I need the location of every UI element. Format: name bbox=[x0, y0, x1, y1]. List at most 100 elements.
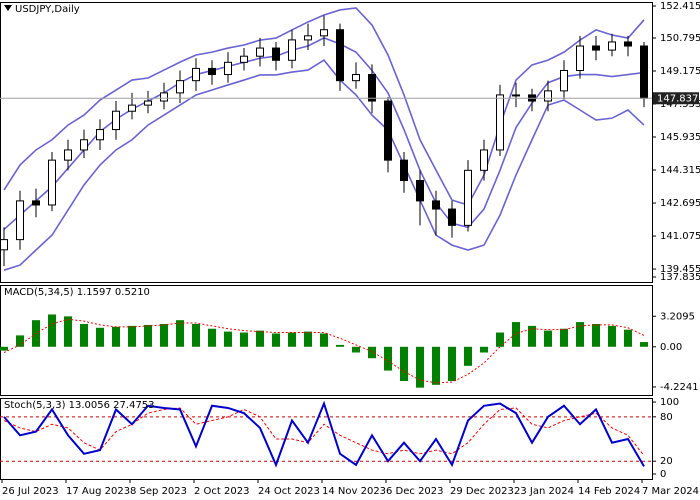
panel-frame bbox=[0, 398, 653, 480]
y-tick-label: 139.455 bbox=[660, 264, 700, 275]
y-tick-label: -4.2241 bbox=[660, 382, 699, 393]
candle-body bbox=[416, 180, 424, 202]
candle-body bbox=[32, 200, 40, 206]
macd-bar bbox=[128, 325, 136, 347]
macd-bar bbox=[576, 322, 584, 347]
macd-bar bbox=[592, 323, 600, 347]
macd-bar bbox=[560, 328, 568, 347]
macd-bar bbox=[496, 332, 504, 347]
y-tick-label: 100 bbox=[660, 397, 679, 408]
candle-body bbox=[112, 110, 120, 131]
current-price-label: 147.837 bbox=[657, 94, 698, 105]
macd-bar bbox=[416, 346, 424, 388]
y-tick-label: 0 bbox=[660, 469, 666, 480]
candle-body bbox=[480, 149, 488, 171]
y-tick-label: 0.00 bbox=[660, 342, 682, 353]
x-tick-label: 17 Aug 2023 bbox=[66, 486, 130, 497]
candle-body bbox=[288, 39, 296, 61]
candle-body bbox=[272, 47, 280, 61]
candle-body bbox=[0, 239, 8, 251]
macd-bar bbox=[288, 332, 296, 347]
candle-body bbox=[576, 45, 584, 71]
candle-body bbox=[160, 92, 168, 102]
macd-bar bbox=[176, 320, 184, 347]
candle-body bbox=[48, 159, 56, 206]
candle-body bbox=[512, 94, 520, 97]
x-tick-label: 29 Dec 2023 bbox=[450, 486, 514, 497]
candle-body bbox=[80, 139, 88, 151]
macd-bar bbox=[432, 346, 440, 385]
candle-body bbox=[320, 29, 328, 37]
macd-bar bbox=[448, 346, 456, 382]
candle-body bbox=[240, 55, 248, 63]
candle-body bbox=[432, 200, 440, 210]
candle-body bbox=[560, 69, 568, 92]
macd-bar bbox=[48, 314, 56, 347]
macd-bar bbox=[0, 346, 8, 351]
macd-bar bbox=[464, 346, 472, 366]
x-tick-label: 2 Oct 2023 bbox=[194, 486, 249, 497]
bollinger-upper bbox=[3, 7, 645, 206]
x-tick-label: 26 Jul 2023 bbox=[2, 486, 59, 497]
y-tick-label: 144.315 bbox=[660, 165, 700, 176]
stoch-d bbox=[3, 407, 645, 456]
y-tick-label: 152.415 bbox=[660, 1, 700, 12]
candle-body bbox=[496, 94, 504, 151]
symbol-icon bbox=[4, 5, 12, 11]
macd-bar bbox=[336, 344, 344, 347]
x-tick-label: 14 Nov 2023 bbox=[322, 486, 386, 497]
candle-body bbox=[64, 149, 72, 161]
macd-bar bbox=[256, 330, 264, 347]
macd-bar bbox=[384, 346, 392, 371]
macd-bar bbox=[96, 327, 104, 347]
candle-body bbox=[608, 41, 616, 51]
candle-body bbox=[592, 45, 600, 51]
current-price-box bbox=[653, 92, 699, 105]
macd-bar bbox=[144, 324, 152, 347]
macd-bar bbox=[192, 323, 200, 347]
macd-bar bbox=[208, 328, 216, 347]
panel-frame bbox=[0, 285, 653, 396]
macd-bar bbox=[272, 333, 280, 347]
macd-bar bbox=[16, 335, 24, 347]
macd-bar bbox=[224, 331, 232, 347]
y-tick-label: 141.075 bbox=[660, 231, 700, 242]
candle-body bbox=[128, 104, 136, 112]
macd-bar bbox=[528, 325, 536, 347]
candle-body bbox=[304, 35, 312, 41]
candle-body bbox=[384, 100, 392, 161]
candle-body bbox=[448, 208, 456, 226]
bollinger-lower bbox=[3, 59, 645, 271]
x-tick-label: 7 Mar 2024 bbox=[642, 486, 699, 497]
macd-bar bbox=[400, 346, 408, 382]
macd-bar bbox=[624, 329, 632, 347]
candle-body bbox=[96, 129, 104, 141]
x-tick-label: 14 Feb 2024 bbox=[578, 486, 640, 497]
y-tick-label: 80 bbox=[660, 412, 673, 423]
x-tick-label: 6 Dec 2023 bbox=[386, 486, 444, 497]
macd-bar bbox=[160, 323, 168, 347]
macd-bar bbox=[304, 331, 312, 347]
macd-bar bbox=[608, 325, 616, 347]
macd-bar bbox=[240, 332, 248, 347]
macd-bar bbox=[64, 316, 72, 347]
macd-bar bbox=[480, 346, 488, 353]
y-tick-label: 147.555 bbox=[660, 99, 700, 110]
x-tick-label: 24 Oct 2023 bbox=[258, 486, 320, 497]
candle-body bbox=[144, 100, 152, 106]
y-tick-label: 20 bbox=[660, 456, 673, 467]
candle-body bbox=[224, 61, 232, 76]
y-tick-label: 142.695 bbox=[660, 198, 700, 209]
macd-bar bbox=[368, 346, 376, 359]
candle-body bbox=[640, 45, 648, 99]
candle-body bbox=[624, 41, 632, 47]
candle-body bbox=[352, 74, 360, 82]
stoch-k bbox=[3, 400, 645, 468]
macd-bar bbox=[112, 326, 120, 347]
candle-body bbox=[400, 159, 408, 182]
macd-signal bbox=[3, 318, 645, 384]
y-tick-label: 137.835 bbox=[660, 272, 700, 283]
x-tick-label: 23 Jan 2024 bbox=[514, 486, 574, 497]
macd-bar bbox=[80, 323, 88, 347]
